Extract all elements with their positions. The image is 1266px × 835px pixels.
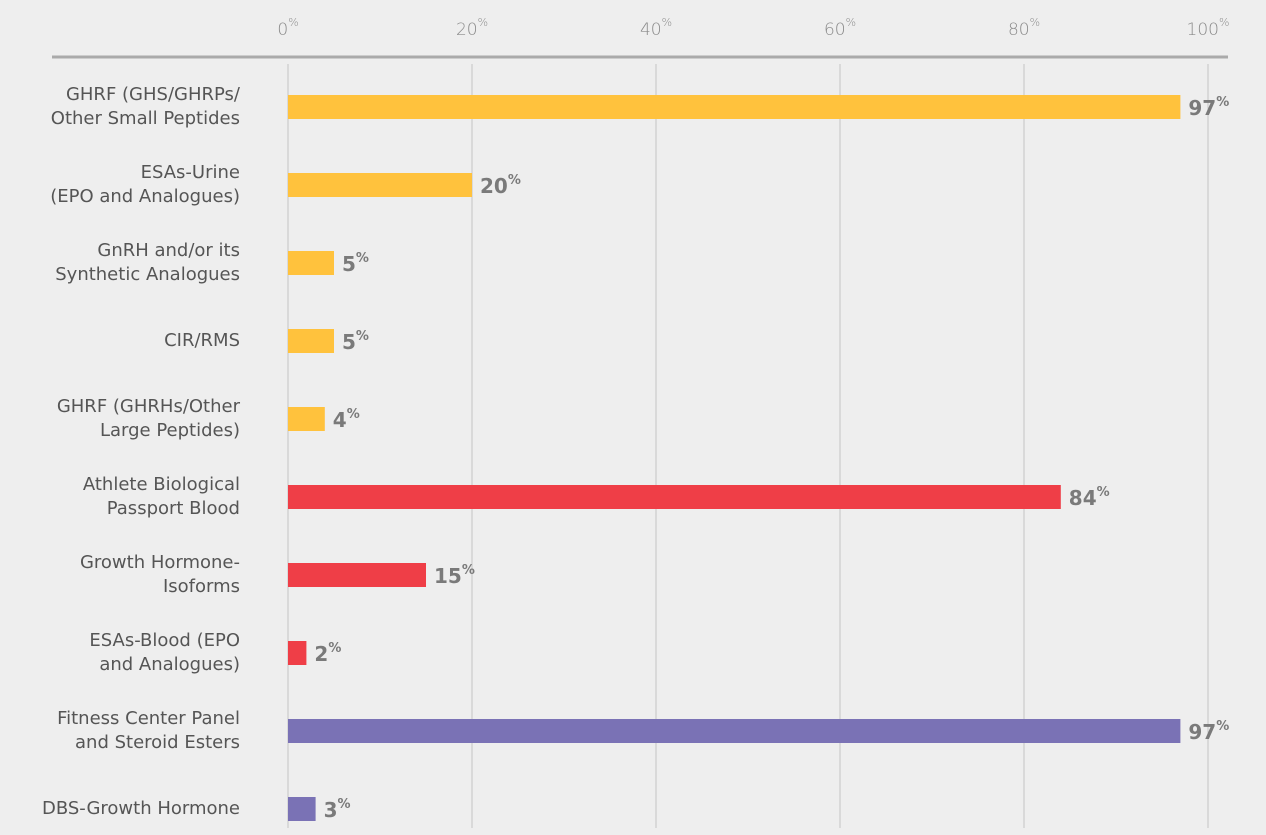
category-label: ESAs-Blood (EPO and Analogues): [89, 630, 240, 675]
category-label: ESAs-Urine (EPO and Analogues): [50, 162, 240, 207]
bar: [288, 173, 472, 197]
value-label: 3%: [324, 797, 351, 822]
category-label: Fitness Center Panel and Steroid Esters: [57, 708, 240, 753]
x-tick-label: 80%: [1008, 16, 1040, 40]
x-tick-label: 100%: [1187, 16, 1230, 40]
category-label: CIR/RMS: [164, 330, 240, 351]
category-label: DBS-Growth Hormone: [42, 798, 240, 819]
value-label: 20%: [480, 173, 521, 198]
x-tick-label: 0%: [277, 16, 298, 40]
value-label: 97%: [1188, 95, 1229, 120]
x-tick-label: 20%: [456, 16, 488, 40]
category-label: Athlete Biological Passport Blood: [83, 474, 240, 519]
bar: [288, 251, 334, 275]
x-tick-label: 40%: [640, 16, 672, 40]
value-label: 84%: [1069, 485, 1110, 510]
value-label: 5%: [342, 251, 369, 276]
bar: [288, 641, 307, 665]
value-label: 4%: [333, 407, 360, 432]
bar: [288, 797, 316, 821]
category-label: Growth Hormone-Isoforms: [80, 552, 240, 597]
category-label: GnRH and/or its Synthetic Analogues: [55, 240, 240, 285]
category-label: GHRF (GHS/GHRPs/Other Small Peptides: [51, 84, 241, 129]
bar: [288, 95, 1181, 119]
bar: [288, 563, 426, 587]
value-label: 2%: [314, 641, 341, 666]
x-tick-label: 60%: [824, 16, 856, 40]
value-label: 15%: [434, 563, 475, 588]
bar: [288, 329, 334, 353]
bar: [288, 485, 1061, 509]
value-label: 97%: [1188, 719, 1229, 744]
bar: [288, 719, 1181, 743]
bar: [288, 407, 325, 431]
value-label: 5%: [342, 329, 369, 354]
category-label: GHRF (GHRHs/Other Large Peptides): [57, 396, 241, 441]
